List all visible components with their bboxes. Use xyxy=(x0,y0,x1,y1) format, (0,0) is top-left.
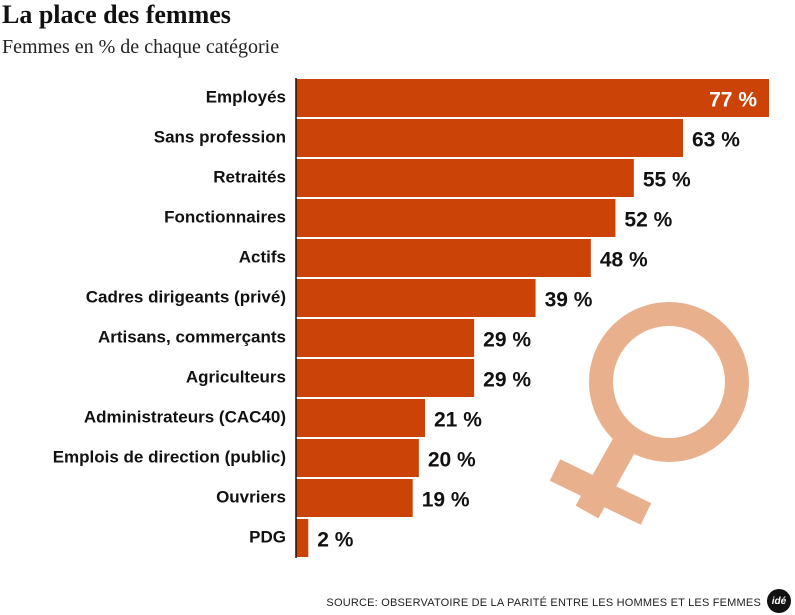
bar xyxy=(296,199,616,237)
bar xyxy=(296,79,769,117)
category-label: Actifs xyxy=(239,247,286,266)
bar xyxy=(296,239,591,277)
category-label: Fonctionnaires xyxy=(164,207,286,226)
category-label: Administrateurs (CAC40) xyxy=(84,407,286,426)
value-label: 2 % xyxy=(317,529,354,552)
female-symbol-icon xyxy=(549,302,749,525)
category-label: Sans profession xyxy=(154,127,286,146)
publisher-logo: idé xyxy=(767,589,791,613)
value-label: 29 % xyxy=(483,329,531,352)
category-label: PDG xyxy=(249,527,286,546)
bar xyxy=(296,279,536,317)
chart-title: La place des femmes xyxy=(2,0,231,29)
bar xyxy=(296,399,425,437)
value-label: 19 % xyxy=(422,489,470,512)
category-label: Cadres dirigeants (privé) xyxy=(86,287,286,306)
chart-subtitle: Femmes en % de chaque catégorie xyxy=(2,36,280,58)
value-label: 55 % xyxy=(643,169,691,192)
bar xyxy=(296,119,683,157)
category-label: Agriculteurs xyxy=(186,367,286,386)
source-note: SOURCE: OBSERVATOIRE DE LA PARITÉ ENTRE … xyxy=(326,597,761,609)
value-label: 29 % xyxy=(483,369,531,392)
category-label: Retraités xyxy=(213,167,286,186)
category-label: Employés xyxy=(206,87,286,106)
bar xyxy=(296,479,413,517)
value-label: 63 % xyxy=(692,129,740,152)
category-label: Artisans, commerçants xyxy=(98,327,286,346)
value-label: 20 % xyxy=(428,449,476,472)
bar xyxy=(296,519,309,557)
category-label: Ouvriers xyxy=(216,487,286,506)
value-label: 39 % xyxy=(545,289,593,312)
bar xyxy=(296,439,419,477)
value-label: 21 % xyxy=(434,409,482,432)
bar xyxy=(296,359,475,397)
value-label: 48 % xyxy=(600,249,648,272)
bar xyxy=(296,319,475,357)
value-label: 77 % xyxy=(709,89,757,112)
value-label: 52 % xyxy=(624,209,672,232)
category-label: Emplois de direction (public) xyxy=(53,447,286,466)
bar xyxy=(296,159,634,197)
